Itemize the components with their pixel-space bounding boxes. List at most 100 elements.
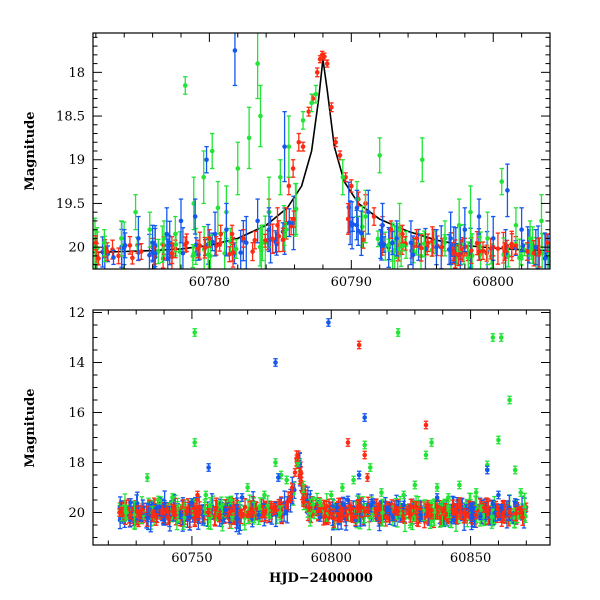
- top-blue-background-point: [286, 208, 292, 238]
- top-red-background-point: [130, 251, 135, 265]
- bottom-blue-data-point: [276, 473, 281, 482]
- top-data-marks: [93, 33, 550, 269]
- bottom-blue-data-point: [356, 470, 362, 480]
- top-green-background-point: [421, 230, 427, 258]
- bottom-y-tick-label: 18: [68, 456, 85, 471]
- bottom-x-tick-label: 60800: [311, 551, 352, 566]
- bottom-red-background-point: [457, 497, 463, 518]
- bottom-green-data-point: [170, 493, 175, 502]
- top-red-background-point: [270, 223, 275, 254]
- top-blue-data-point: [354, 189, 360, 226]
- bottom-blue-data-point: [161, 515, 167, 525]
- top-green-data-point: [182, 76, 188, 95]
- bottom-red-data-point: [362, 450, 367, 460]
- top-red-data-point: [138, 243, 144, 261]
- top-light-curve-panel: 60780 60790 60800 18 18.5 19 19.5 20 Magnitude: [23, 32, 551, 290]
- bottom-red-data-point: [507, 508, 512, 517]
- bottom-blue-data-point: [496, 490, 501, 500]
- bottom-red-data-point: [292, 468, 298, 477]
- bottom-red-background-point: [213, 499, 219, 517]
- top-blue-data-point: [136, 215, 141, 261]
- top-model-curve: [93, 59, 550, 254]
- bottom-green-background-point: [277, 505, 283, 521]
- top-blue-data-point: [448, 211, 453, 266]
- bottom-red-background-point: [435, 504, 440, 520]
- bottom-red-data-point: [195, 509, 200, 519]
- top-red-background-point: [480, 241, 486, 261]
- bottom-blue-data-point: [401, 500, 407, 510]
- top-green-background-point: [392, 224, 398, 269]
- top-blue-data-point: [394, 220, 400, 257]
- top-red-data-point: [116, 247, 121, 265]
- top-green-data-point: [102, 229, 107, 257]
- top-green-data-point: [468, 185, 473, 240]
- bottom-blue-data-point: [362, 413, 367, 422]
- top-green-data-point: [499, 167, 505, 196]
- bottom-green-data-point: [473, 488, 479, 497]
- bottom-y-tick-label: 12: [68, 306, 85, 321]
- top-red-background-point: [418, 234, 424, 262]
- bottom-red-data-point: [206, 508, 211, 517]
- bottom-green-background-point: [489, 504, 495, 529]
- top-green-data-point: [255, 33, 260, 100]
- top-y-tick-label: 18: [68, 66, 85, 81]
- top-blue-data-point: [282, 111, 287, 183]
- bottom-red-data-point: [195, 490, 200, 500]
- top-red-data-point: [127, 236, 133, 255]
- bottom-green-data-point: [518, 488, 524, 497]
- bottom-green-data-point: [507, 395, 512, 405]
- bottom-green-data-point: [362, 440, 367, 450]
- bottom-blue-data-point: [145, 513, 150, 522]
- bottom-blue-data-point: [189, 498, 195, 507]
- bottom-red-background-point: [501, 503, 506, 522]
- top-green-data-point: [309, 93, 314, 113]
- bottom-blue-data-point: [451, 515, 457, 525]
- top-red-background-point: [345, 202, 351, 235]
- bottom-red-data-point: [340, 506, 345, 516]
- bottom-blue-data-point: [256, 510, 262, 520]
- bottom-blue-data-point: [128, 498, 133, 507]
- top-red-data-point: [296, 132, 302, 152]
- bottom-red-background-point: [322, 499, 327, 518]
- bottom-green-background-point: [202, 501, 208, 515]
- bottom-plot-frame: [92, 309, 551, 546]
- top-x-tick-label: 60780: [189, 275, 230, 290]
- top-green-data-point: [258, 84, 263, 148]
- bottom-red-data-point: [406, 509, 412, 519]
- top-blue-data-point: [232, 33, 238, 87]
- top-x-tick-label: 60800: [473, 275, 514, 290]
- bottom-y-tick-label: 20: [68, 506, 85, 521]
- bottom-green-data-point: [423, 450, 429, 460]
- bottom-blue-data-point: [418, 510, 423, 520]
- top-green-data-point: [377, 137, 382, 174]
- bottom-red-data-point: [289, 483, 295, 492]
- bottom-green-data-point: [367, 463, 373, 472]
- bottom-axis-ticks: 60750 60800 60850 12 14 16 18 20: [68, 306, 550, 566]
- top-green-data-point: [397, 202, 402, 257]
- bottom-green-data-point: [340, 483, 345, 492]
- bottom-red-data-point: [250, 508, 256, 517]
- bottom-blue-data-point: [384, 505, 390, 515]
- bottom-red-data-point: [228, 506, 234, 516]
- top-axis-ticks: 60780 60790 60800 18 18.5 19 19.5 20: [56, 33, 551, 290]
- top-red-data-point: [400, 224, 405, 244]
- top-green-data-point: [442, 220, 448, 257]
- bottom-blue-data-point: [273, 358, 278, 367]
- top-green-data-point: [300, 111, 306, 130]
- top-blue-data-point: [533, 229, 539, 266]
- bottom-green-data-point: [395, 328, 401, 337]
- top-y-tick-label: 18.5: [56, 110, 85, 125]
- top-red-data-point: [306, 106, 312, 117]
- top-red-background-point: [280, 227, 286, 253]
- top-red-data-point: [241, 229, 246, 248]
- bottom-red-data-point: [139, 505, 145, 515]
- bottom-red-data-point: [440, 506, 446, 516]
- bottom-red-data-point: [217, 510, 223, 520]
- top-green-data-point: [456, 198, 462, 253]
- top-green-data-point: [235, 141, 241, 196]
- top-red-data-point: [476, 242, 482, 261]
- top-red-background-point: [160, 248, 166, 269]
- top-y-tick-label: 19: [68, 153, 85, 168]
- bottom-red-data-point: [395, 506, 401, 516]
- bottom-green-data-point: [192, 328, 198, 337]
